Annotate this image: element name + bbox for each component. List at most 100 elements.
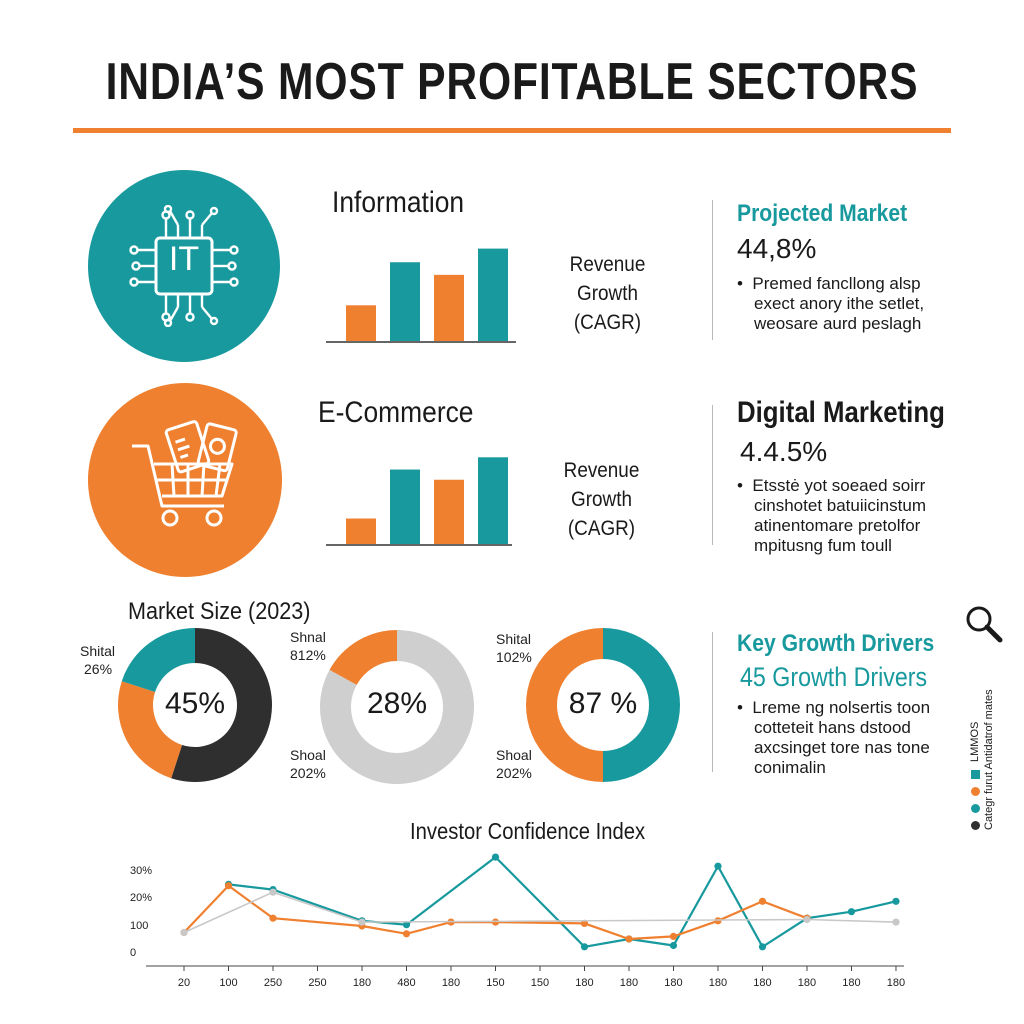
search-icon[interactable] bbox=[964, 604, 1004, 644]
series-point bbox=[758, 897, 767, 905]
growth-drivers-subtitle: 45 Growth Drivers bbox=[740, 662, 928, 692]
donut-label-value: 202% bbox=[290, 765, 326, 781]
legend-row-2: Categr furut Antidatrof mates bbox=[982, 630, 996, 830]
chart-legend: LMMOS Categr furut Antidatrof mates bbox=[968, 630, 1002, 830]
legend-item-label: Categr furut Antidatrof mates bbox=[983, 689, 995, 830]
description-line: cinshotet batuiicinstum bbox=[754, 496, 926, 515]
key-growth-drivers-title: Key Growth Drivers bbox=[737, 630, 935, 657]
investor-confidence-title: Investor Confidence Index bbox=[410, 818, 646, 844]
digital-marketing-description: • Etsstė yot soeaed soirr cinshotet batu… bbox=[737, 476, 926, 556]
market-size-title: Market Size (2023) bbox=[128, 598, 311, 625]
metric-label-line-1: Revenue Growth bbox=[569, 253, 646, 305]
revenue-bar bbox=[478, 248, 508, 341]
metric-label-line-1: Revenue Growth bbox=[563, 459, 640, 511]
description-line: mpitusng fum toull bbox=[754, 536, 892, 555]
title-divider bbox=[73, 128, 951, 133]
y-tick-label: 100 bbox=[130, 920, 148, 932]
it-metric-label: Revenue Growth (CAGR) bbox=[540, 250, 675, 337]
bullet-icon: • bbox=[737, 698, 743, 717]
donut-slice bbox=[118, 681, 183, 779]
digital-marketing-value: 4.4.5% bbox=[740, 436, 828, 467]
legend-swatch-teal bbox=[970, 804, 980, 813]
revenue-bar bbox=[346, 305, 376, 341]
donut-2-bottom-label: Shoal 202% bbox=[290, 746, 326, 782]
it-revenue-bar-chart bbox=[326, 248, 516, 343]
series-point bbox=[758, 943, 767, 951]
legend-row-1: LMMOS bbox=[968, 630, 982, 830]
series-point bbox=[269, 914, 277, 922]
donut-label-value: 812% bbox=[290, 647, 326, 663]
projected-market-description: • Premed fancllong alsp exect anory ithe… bbox=[737, 274, 924, 334]
drivers-divider bbox=[712, 632, 713, 772]
x-tick-label: 480 bbox=[397, 977, 415, 988]
page-title: INDIA’S MOST PROFITABLE SECTORS bbox=[105, 53, 919, 111]
legend-swatch-dark bbox=[970, 821, 980, 830]
series-point bbox=[892, 918, 900, 926]
x-tick-label: 180 bbox=[798, 977, 816, 988]
x-tick-label: 180 bbox=[575, 977, 593, 988]
investor-confidence-line-chart: 20 100 250 250 180 480 180 150 150 180 180 180 180 18… bbox=[130, 853, 905, 988]
x-tick-label: 180 bbox=[353, 977, 371, 988]
x-tick-label: 180 bbox=[442, 977, 460, 988]
description-line: axcsinget tore nas tone bbox=[754, 738, 930, 757]
description-line: Lreme ng nolsertis toon bbox=[752, 698, 931, 717]
metric-label-line-2: (CAGR) bbox=[573, 311, 642, 334]
revenue-bar bbox=[346, 518, 376, 544]
y-tick-label: 30% bbox=[130, 865, 152, 877]
series-point bbox=[180, 928, 188, 937]
chip-icon bbox=[129, 205, 239, 327]
revenue-bar bbox=[434, 274, 464, 341]
donut-2-top-label: Shnal 812% bbox=[290, 628, 326, 664]
it-sector-badge bbox=[88, 170, 280, 362]
series-line bbox=[228, 855, 897, 949]
donut-label-value: 26% bbox=[84, 661, 113, 677]
legend-title: LMMOS bbox=[969, 721, 981, 762]
series-point bbox=[669, 932, 678, 940]
x-tick-label: 180 bbox=[842, 977, 860, 988]
series-point bbox=[269, 888, 277, 896]
legend-swatch-teal-square bbox=[970, 770, 980, 779]
x-tick-label: 150 bbox=[486, 977, 504, 988]
legend-swatch-orange bbox=[970, 787, 980, 796]
x-tick-label: 150 bbox=[531, 977, 549, 988]
description-line: Etsstė yot soeaed soirr bbox=[752, 476, 926, 495]
series-point bbox=[580, 943, 589, 951]
series-point bbox=[224, 882, 233, 890]
donut-label-value: 102% bbox=[496, 649, 532, 665]
market-size-donut-3 bbox=[526, 628, 680, 782]
y-tick-label: 20% bbox=[130, 892, 152, 904]
donut-label-name: Shnal bbox=[290, 629, 326, 645]
x-tick-label: 100 bbox=[219, 977, 237, 988]
series-point bbox=[625, 935, 633, 943]
bullet-icon: • bbox=[737, 476, 743, 495]
x-tick-label: 180 bbox=[709, 977, 727, 988]
shopping-cart-icon bbox=[132, 420, 238, 527]
description-line: cotteteit hans dstood bbox=[754, 718, 911, 737]
series-point bbox=[491, 853, 500, 861]
donut-slice bbox=[320, 630, 474, 784]
x-tick-label: 180 bbox=[753, 977, 771, 988]
ecommerce-revenue-bar-chart bbox=[326, 457, 512, 546]
donut-slice bbox=[329, 630, 397, 685]
digital-marketing-title: Digital Marketing bbox=[737, 396, 945, 429]
revenue-bar bbox=[434, 479, 464, 544]
donut-3-top-label: Shital 102% bbox=[496, 630, 532, 666]
series-point bbox=[714, 862, 722, 870]
x-tick-label: 180 bbox=[664, 977, 682, 988]
revenue-bar bbox=[390, 469, 420, 544]
donut-label-value: 202% bbox=[496, 765, 532, 781]
donut-slice bbox=[526, 628, 603, 782]
x-tick-label: 180 bbox=[887, 977, 905, 988]
ecommerce-divider bbox=[712, 405, 713, 545]
donut-slice bbox=[171, 628, 272, 782]
x-tick-label: 250 bbox=[264, 977, 282, 988]
donut-3-center-value: 87 % bbox=[568, 687, 638, 720]
description-line: exect anory ithe setlet, bbox=[754, 294, 925, 313]
it-divider bbox=[712, 200, 713, 340]
donut-1-label: Shital 26% bbox=[80, 642, 115, 678]
x-tick-label: 250 bbox=[308, 977, 326, 988]
donut-label-name: Shital bbox=[80, 643, 116, 659]
x-tick-label: 20 bbox=[178, 977, 190, 988]
series-point bbox=[803, 915, 811, 924]
revenue-bar bbox=[478, 457, 508, 544]
